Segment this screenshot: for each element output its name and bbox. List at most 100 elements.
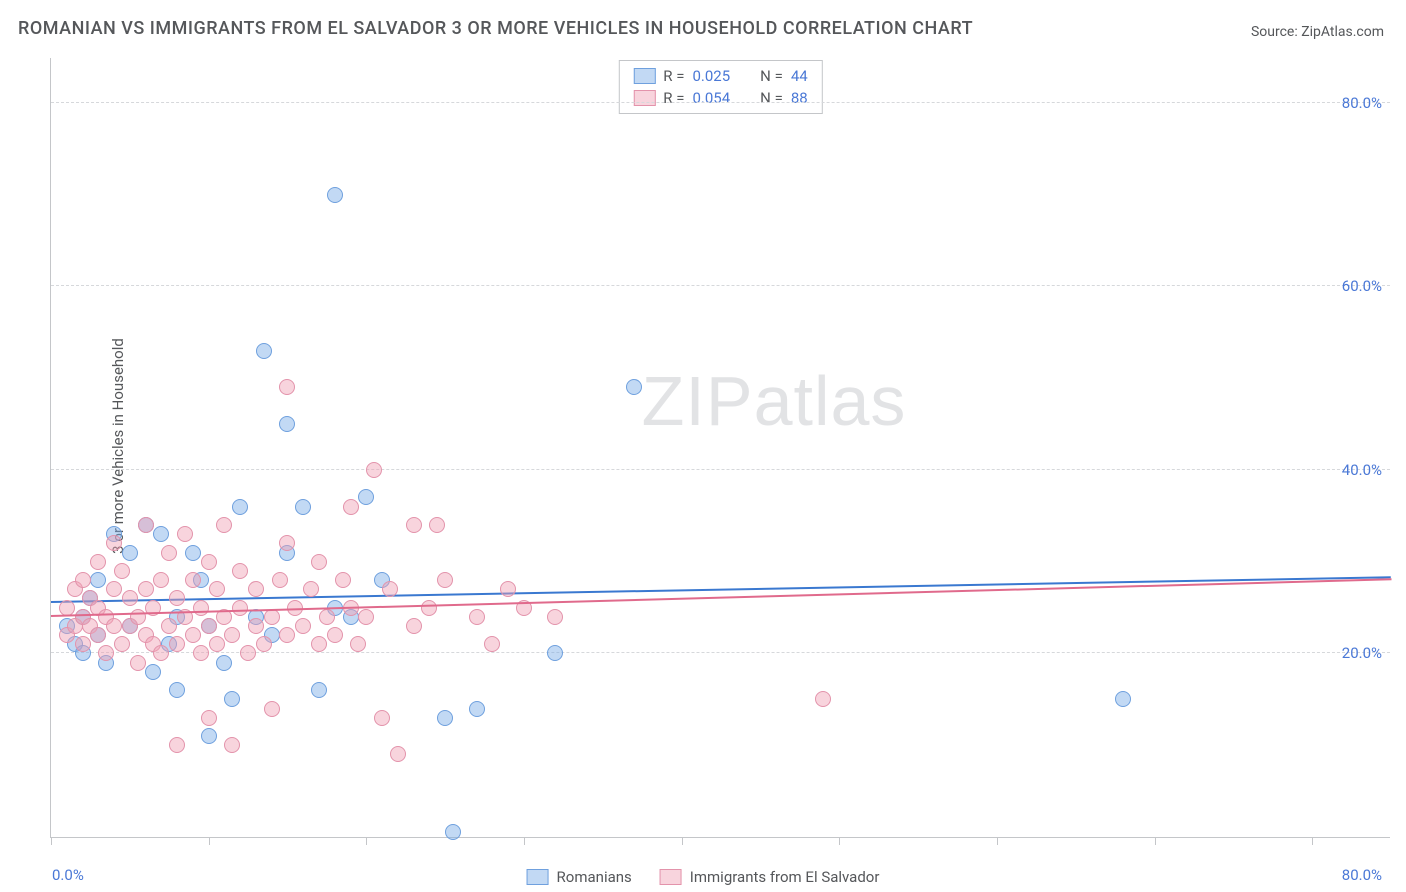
- gridline-h: [51, 102, 1390, 103]
- legend-label: Immigrants from El Salvador: [690, 868, 880, 886]
- data-point: [279, 627, 295, 643]
- data-point: [319, 609, 335, 625]
- data-point: [311, 636, 327, 652]
- data-point: [216, 655, 232, 671]
- data-point: [106, 535, 122, 551]
- data-point: [429, 517, 445, 533]
- data-point: [138, 581, 154, 597]
- legend-swatch: [633, 90, 655, 106]
- x-tick: [1155, 837, 1156, 845]
- data-point: [500, 581, 516, 597]
- data-point: [295, 499, 311, 515]
- y-tick-label: 80.0%: [1342, 94, 1382, 112]
- legend-stats: R = 0.025 N = 44 R =0.054N =88: [618, 60, 822, 114]
- data-point: [469, 609, 485, 625]
- data-point: [815, 691, 831, 707]
- data-point: [437, 572, 453, 588]
- legend-swatch: [633, 68, 655, 84]
- data-point: [90, 627, 106, 643]
- legend-r-label: R =: [663, 89, 684, 107]
- x-tick: [209, 837, 210, 845]
- data-point: [240, 645, 256, 661]
- data-point: [75, 572, 91, 588]
- data-point: [161, 618, 177, 634]
- data-point: [279, 379, 295, 395]
- legend-stat-row: R =0.054N =88: [633, 87, 807, 109]
- data-point: [248, 618, 264, 634]
- data-point: [626, 379, 642, 395]
- data-point: [114, 563, 130, 579]
- data-point: [366, 462, 382, 478]
- data-point: [382, 581, 398, 597]
- x-tick: [1312, 837, 1313, 845]
- data-point: [90, 554, 106, 570]
- plot-area: ZIPatlas R =0.025N =44R =0.054N =88 20.0…: [50, 58, 1390, 838]
- data-point: [374, 710, 390, 726]
- legend-n-label: N =: [760, 67, 783, 85]
- data-point: [122, 590, 138, 606]
- data-point: [358, 489, 374, 505]
- data-point: [1115, 691, 1131, 707]
- data-point: [169, 590, 185, 606]
- legend-label: Romanians: [557, 868, 632, 886]
- x-tick: [524, 837, 525, 845]
- legend-n-label: N =: [760, 89, 783, 107]
- data-point: [484, 636, 500, 652]
- data-point: [469, 701, 485, 717]
- data-point: [153, 645, 169, 661]
- data-point: [201, 618, 217, 634]
- data-point: [421, 600, 437, 616]
- legend-r-label: R =: [663, 67, 684, 85]
- data-point: [193, 645, 209, 661]
- legend-series: Romanians Immigrants from El Salvador: [527, 868, 880, 886]
- data-point: [169, 682, 185, 698]
- data-point: [406, 618, 422, 634]
- data-point: [59, 600, 75, 616]
- data-point: [177, 526, 193, 542]
- x-tick: [366, 837, 367, 845]
- data-point: [209, 636, 225, 652]
- data-point: [437, 710, 453, 726]
- data-point: [327, 187, 343, 203]
- legend-n-value: 44: [791, 67, 808, 85]
- legend-item: Romanians: [527, 868, 632, 886]
- data-point: [201, 710, 217, 726]
- data-point: [547, 609, 563, 625]
- y-tick-label: 40.0%: [1342, 461, 1382, 479]
- legend-swatch: [660, 869, 682, 885]
- data-point: [232, 563, 248, 579]
- data-point: [106, 618, 122, 634]
- data-point: [224, 737, 240, 753]
- data-point: [350, 636, 366, 652]
- gridline-h: [51, 285, 1390, 286]
- data-point: [264, 701, 280, 717]
- data-point: [224, 627, 240, 643]
- legend-r-value: 0.025: [692, 67, 730, 85]
- legend-item: Immigrants from El Salvador: [660, 868, 880, 886]
- data-point: [130, 655, 146, 671]
- data-point: [264, 609, 280, 625]
- data-point: [201, 728, 217, 744]
- data-point: [335, 572, 351, 588]
- data-point: [98, 645, 114, 661]
- legend-stat-row: R = 0.025 N = 44: [633, 65, 807, 87]
- data-point: [327, 627, 343, 643]
- data-point: [201, 554, 217, 570]
- data-point: [216, 517, 232, 533]
- source-attribution: Source: ZipAtlas.com: [1251, 24, 1384, 40]
- data-point: [295, 618, 311, 634]
- data-point: [279, 416, 295, 432]
- watermark: ZIPatlas: [642, 361, 907, 441]
- data-point: [161, 545, 177, 561]
- x-tick: [51, 837, 52, 845]
- data-point: [256, 636, 272, 652]
- data-point: [106, 581, 122, 597]
- data-point: [75, 636, 91, 652]
- data-point: [272, 572, 288, 588]
- data-point: [209, 581, 225, 597]
- data-point: [547, 645, 563, 661]
- data-point: [311, 554, 327, 570]
- legend-swatch: [527, 869, 549, 885]
- data-point: [185, 627, 201, 643]
- x-tick: [997, 837, 998, 845]
